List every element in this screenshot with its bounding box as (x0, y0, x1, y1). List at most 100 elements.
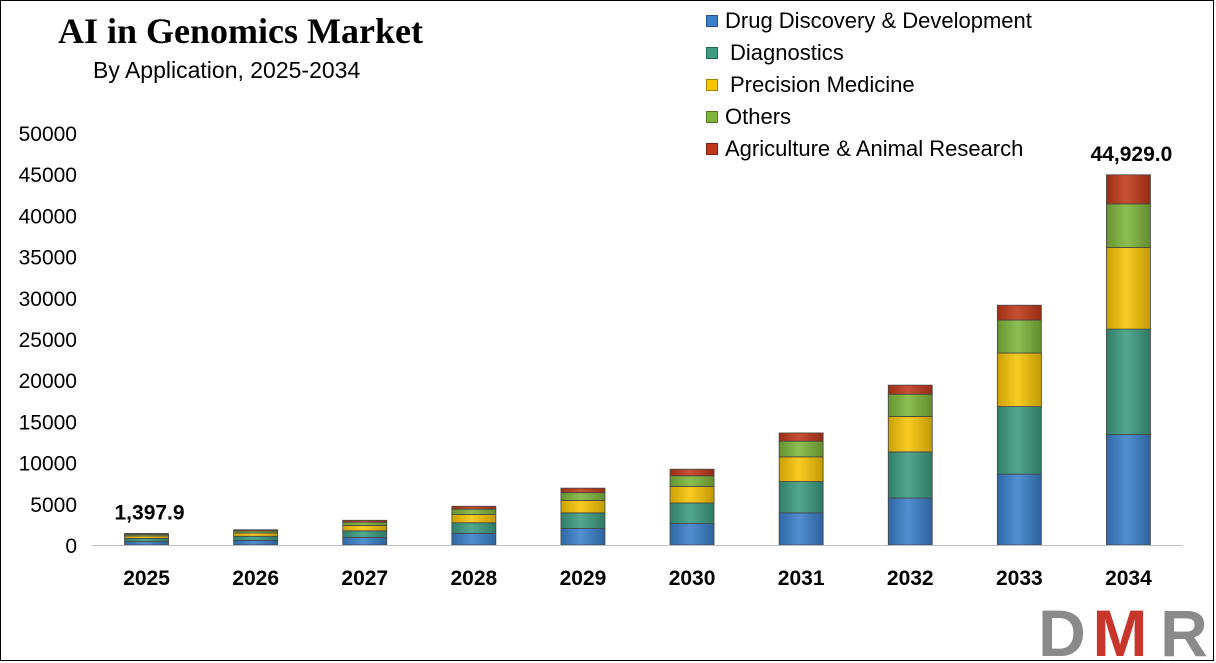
bar-segment-diagnostics (560, 512, 606, 529)
bar-segment-drug-discovery-and-development (451, 533, 497, 546)
bar-segment-agriculture-and-animal-research (1106, 174, 1151, 205)
bar-segment-precision-medicine (669, 486, 715, 504)
bar-segment-drug-discovery-and-development (669, 523, 715, 546)
bar-segment-agriculture-and-animal-research (560, 487, 606, 494)
y-tick-label: 35000 (19, 247, 77, 270)
bar-segment-drug-discovery-and-development (124, 541, 169, 546)
legend-item-drug-discovery-and-development: Drug Discovery & Development (706, 5, 1032, 37)
y-tick-label: 50000 (19, 123, 77, 146)
bar-stack-2034 (1106, 174, 1151, 546)
bar-stack-2032 (887, 384, 933, 546)
bar-segment-others (1106, 203, 1151, 248)
bar-segment-diagnostics (1106, 328, 1151, 435)
x-tick-label: 2026 (232, 567, 279, 590)
data-labels: 1,397.9 44,929.0 (115, 143, 1173, 525)
legend-item-others: Others (706, 101, 1032, 133)
bar-segment-precision-medicine (451, 514, 497, 524)
legend-label: Agriculture & Animal Research (725, 136, 1024, 161)
bar-segment-drug-discovery-and-development (560, 528, 606, 546)
chart-subtitle: By Application, 2025-2034 (93, 57, 361, 83)
legend-label: Others (725, 104, 792, 129)
bar-segment-diagnostics (451, 522, 497, 534)
bar-segment-others (342, 521, 388, 526)
bar-segment-diagnostics (233, 535, 279, 541)
legend-swatch (706, 111, 718, 123)
bar-segment-agriculture-and-animal-research (996, 304, 1042, 321)
x-tick-label: 2032 (887, 567, 934, 590)
bar-segment-precision-medicine (560, 500, 606, 514)
x-tick-label: 2030 (669, 567, 716, 590)
bar-segment-others (669, 475, 715, 487)
y-tick-label: 20000 (19, 370, 77, 393)
x-tick-label: 2025 (123, 567, 170, 590)
bar-segment-precision-medicine (342, 525, 388, 532)
bar-segment-diagnostics (342, 530, 388, 538)
bar-segment-others (560, 492, 606, 501)
bar-stack-2027 (342, 519, 388, 546)
legend-label: Precision Medicine (730, 72, 915, 97)
data-label: 1,397.9 (115, 501, 185, 524)
bar-segment-agriculture-and-animal-research (669, 468, 715, 477)
legend-item-diagnostics: Diagnostics (706, 37, 1032, 69)
legend-item-precision-medicine: Precision Medicine (706, 69, 1032, 101)
x-tick-label: 2034 (1105, 567, 1152, 590)
y-tick-label: 15000 (19, 411, 77, 434)
bar-stacks (124, 174, 1151, 546)
y-tick-label: 30000 (19, 288, 77, 311)
x-tick-label: 2028 (450, 567, 497, 590)
bar-segment-agriculture-and-animal-research (233, 529, 279, 532)
bar-segment-precision-medicine (996, 352, 1042, 407)
logo-letter: R (1160, 598, 1208, 660)
bar-segment-precision-medicine (233, 532, 279, 537)
chart-legend: Drug Discovery & Development Diagnostics P… (706, 5, 1032, 165)
bar-segment-drug-discovery-and-development (887, 497, 933, 546)
y-tick-label: 45000 (19, 164, 77, 187)
legend-swatch (706, 47, 718, 59)
bar-segment-precision-medicine (1106, 247, 1151, 330)
y-tick-label: 5000 (30, 494, 77, 517)
legend-label: Drug Discovery & Development (725, 8, 1032, 33)
bar-segment-drug-discovery-and-development (778, 512, 824, 546)
bar-segment-diagnostics (778, 481, 824, 514)
bar-segment-drug-discovery-and-development (1106, 434, 1151, 546)
legend-label: Diagnostics (730, 40, 844, 65)
bar-segment-drug-discovery-and-development (342, 537, 388, 546)
bar-stack-2030 (669, 468, 715, 546)
bar-stack-2031 (778, 432, 824, 546)
bar-segment-drug-discovery-and-development (996, 473, 1042, 546)
bar-segment-agriculture-and-animal-research (124, 533, 169, 535)
bar-stack-2025 (124, 533, 169, 546)
bar-segment-drug-discovery-and-development (233, 539, 279, 546)
x-axis: 2025 2026 2027 2028 2029 2030 2031 2032 2033 2034 (92, 545, 1183, 590)
bar-segment-agriculture-and-animal-research (778, 432, 824, 442)
legend-swatch (706, 79, 718, 91)
chart-title: AI in Genomics Market (58, 11, 423, 51)
bar-segment-precision-medicine (778, 456, 824, 482)
y-tick-label: 40000 (19, 205, 77, 228)
legend-swatch (706, 15, 718, 27)
bar-segment-diagnostics (124, 538, 169, 542)
bar-segment-agriculture-and-animal-research (451, 505, 497, 510)
bar-segment-diagnostics (887, 451, 933, 499)
bar-stack-2029 (560, 487, 606, 546)
bar-segment-agriculture-and-animal-research (342, 519, 388, 523)
bar-segment-diagnostics (996, 406, 1042, 475)
bar-segment-others (996, 319, 1042, 354)
legend-swatch (706, 143, 718, 155)
data-label: 44,929.0 (1091, 143, 1173, 166)
x-tick-label: 2027 (341, 567, 388, 590)
bar-stack-2028 (451, 505, 497, 546)
y-tick-label: 0 (65, 535, 77, 558)
bar-segment-diagnostics (669, 502, 715, 524)
y-tick-label: 10000 (19, 453, 77, 476)
bar-segment-others (887, 393, 933, 417)
y-tick-label: 25000 (19, 329, 77, 352)
x-tick-label: 2029 (560, 567, 607, 590)
bar-stack-2033 (996, 304, 1042, 546)
bar-stack-2026 (233, 529, 279, 546)
x-tick-label: 2033 (996, 567, 1043, 590)
legend-item-agriculture-and-animal-research: Agriculture & Animal Research (706, 133, 1032, 165)
bar-segment-others (778, 440, 824, 458)
